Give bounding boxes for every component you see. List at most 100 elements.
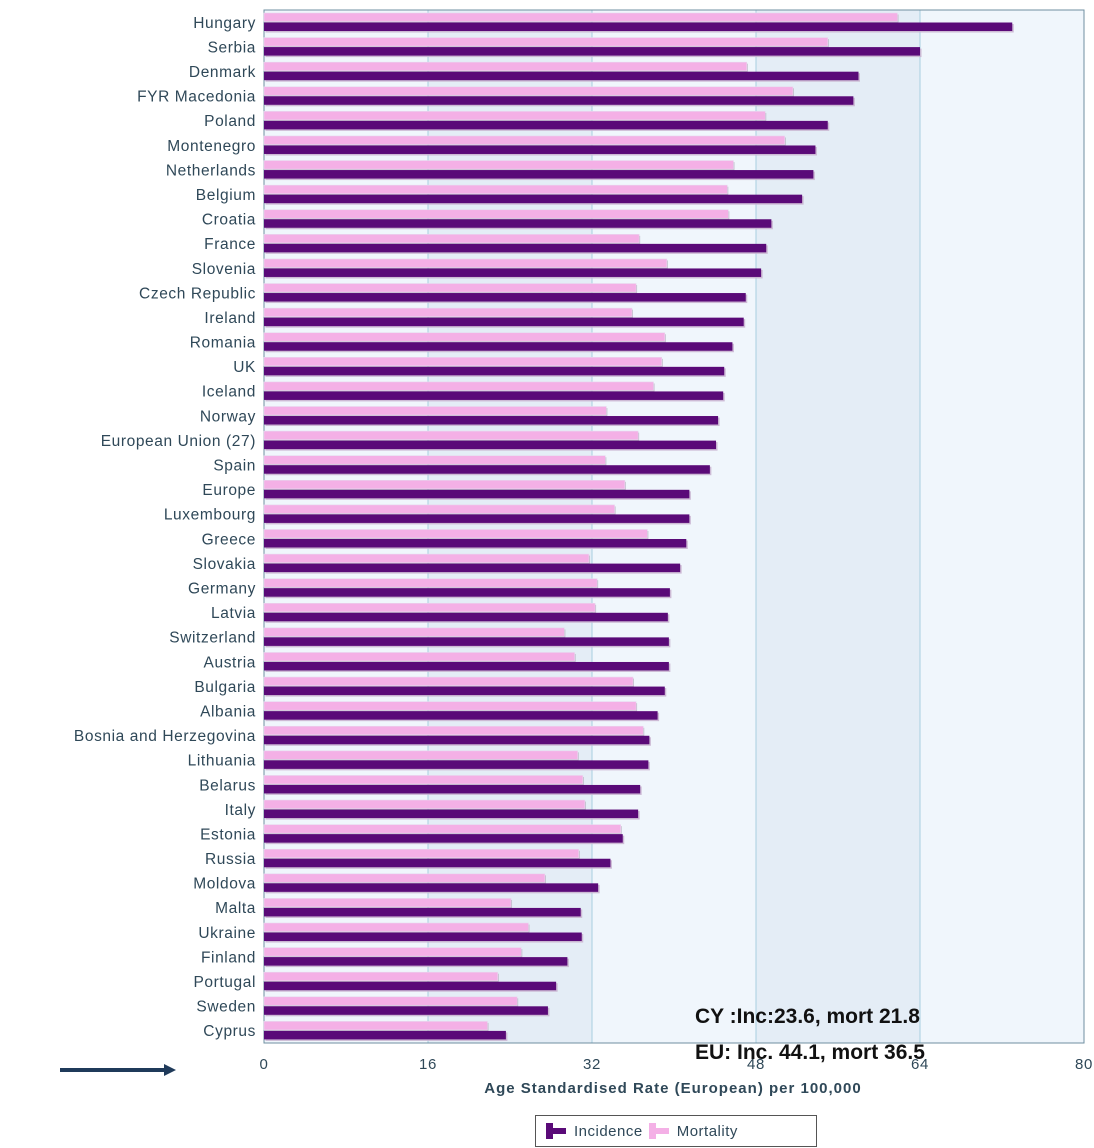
category-label: Estonia [200, 826, 256, 843]
category-label: Sweden [196, 999, 256, 1016]
bar-mortality [263, 234, 640, 244]
bar-incidence [264, 366, 725, 376]
bar-mortality [263, 135, 786, 145]
bar-mortality [263, 848, 579, 859]
bar-mortality [263, 111, 766, 121]
category-label: Slovenia [192, 261, 256, 278]
category-label: Malta [215, 900, 256, 917]
bar-mortality [263, 86, 794, 96]
bar-mortality [263, 283, 637, 293]
bar-mortality [263, 209, 729, 219]
bar-mortality [263, 750, 578, 760]
category-label: Romania [190, 335, 256, 352]
bar-incidence [264, 268, 762, 277]
legend-item-mortality[interactable]: Mortality [648, 1121, 738, 1141]
bar-incidence [264, 539, 687, 548]
bar-mortality [263, 529, 648, 539]
bar-incidence [264, 588, 670, 597]
category-label: Switzerland [169, 630, 256, 647]
plot-band [428, 10, 592, 1043]
bar-mortality [263, 307, 633, 317]
bar-mortality [263, 430, 639, 440]
category-label: Ireland [204, 310, 256, 327]
bar-mortality [263, 504, 615, 514]
plot-background [264, 10, 1084, 1043]
bar-incidence [264, 637, 669, 646]
category-label: Germany [188, 580, 256, 597]
legend-item-incidence[interactable]: Incidence [546, 1121, 643, 1141]
bar-mortality [263, 406, 607, 416]
x-tick-label: 16 [419, 1056, 437, 1073]
category-label: France [204, 236, 256, 253]
bar-incidence [264, 1030, 506, 1040]
category-label: Bulgaria [194, 679, 256, 696]
bar-incidence [264, 1006, 548, 1015]
legend-label-incidence: Incidence [574, 1122, 643, 1140]
bar-mortality [263, 701, 637, 711]
bar-mortality [263, 160, 734, 170]
x-tick-labels: 0 16 32 48 64 80 [260, 1056, 1093, 1073]
category-label: Portugal [193, 974, 256, 991]
category-label: Denmark [189, 64, 256, 81]
bar-incidence [264, 71, 859, 81]
bar-mortality [263, 799, 586, 809]
mortality-legend-icon [648, 1121, 671, 1141]
category-label: Ukraine [198, 925, 256, 942]
bar-mortality [263, 37, 829, 47]
bar-mortality [263, 996, 518, 1006]
category-label: Latvia [211, 605, 256, 622]
bar-incidence [264, 96, 854, 105]
x-tick-label: 80 [1075, 1056, 1093, 1073]
bar-incidence [264, 686, 665, 696]
plot-area [264, 10, 1084, 1043]
bar-incidence [264, 342, 733, 351]
category-label: Albania [200, 703, 256, 720]
bar-incidence [264, 735, 650, 745]
bar-mortality [263, 381, 654, 391]
category-label: Luxembourg [164, 507, 256, 524]
category-label: Iceland [202, 384, 256, 401]
bar-incidence [264, 858, 611, 868]
bar-incidence [264, 47, 920, 56]
bar-incidence [264, 907, 581, 917]
bar-mortality [263, 578, 598, 588]
bar-incidence [264, 293, 746, 302]
bar-incidence [264, 120, 828, 130]
bar-incidence [264, 612, 668, 622]
bar-incidence [264, 317, 744, 327]
category-label: UK [233, 359, 256, 376]
bar-mortality [263, 480, 626, 490]
category-label: Russia [205, 851, 256, 868]
plot-band [756, 10, 920, 1043]
annotation-cyprus: CY :Inc:23.6, mort 21.8 [695, 1005, 920, 1028]
bar-incidence [264, 760, 649, 769]
bar-mortality [263, 61, 748, 71]
category-label: Slovakia [193, 556, 256, 573]
bar-incidence [264, 661, 669, 671]
bar-mortality [263, 332, 666, 342]
category-label: Croatia [202, 212, 256, 229]
bar-mortality [263, 1021, 488, 1031]
bar-incidence [264, 145, 816, 154]
legend-label-mortality: Mortality [676, 1122, 738, 1140]
category-label: FYR Macedonia [137, 89, 256, 106]
annotation-eu: EU: Inc. 44.1, mort 36.5 [695, 1041, 925, 1064]
bar-mortality [263, 184, 728, 194]
bar-mortality [263, 898, 512, 908]
incidence-legend-icon [546, 1121, 568, 1141]
bar-mortality [263, 258, 668, 268]
category-labels: Hungary Serbia Denmark FYR Macedonia Poland M… [74, 15, 256, 1040]
bar-mortality [263, 652, 575, 662]
x-tick-label: 48 [747, 1056, 765, 1073]
category-label: Norway [200, 408, 256, 425]
bar-mortality [263, 553, 590, 563]
bar-mortality [263, 357, 663, 367]
bar-incidence [264, 563, 681, 573]
category-label: Moldova [193, 876, 256, 893]
bar-incidence [264, 465, 710, 474]
bars [263, 12, 1014, 1041]
bar-incidence [264, 416, 719, 425]
category-label: Belgium [196, 187, 256, 204]
bar-mortality [263, 12, 898, 22]
plot-border [263, 9, 1085, 1044]
